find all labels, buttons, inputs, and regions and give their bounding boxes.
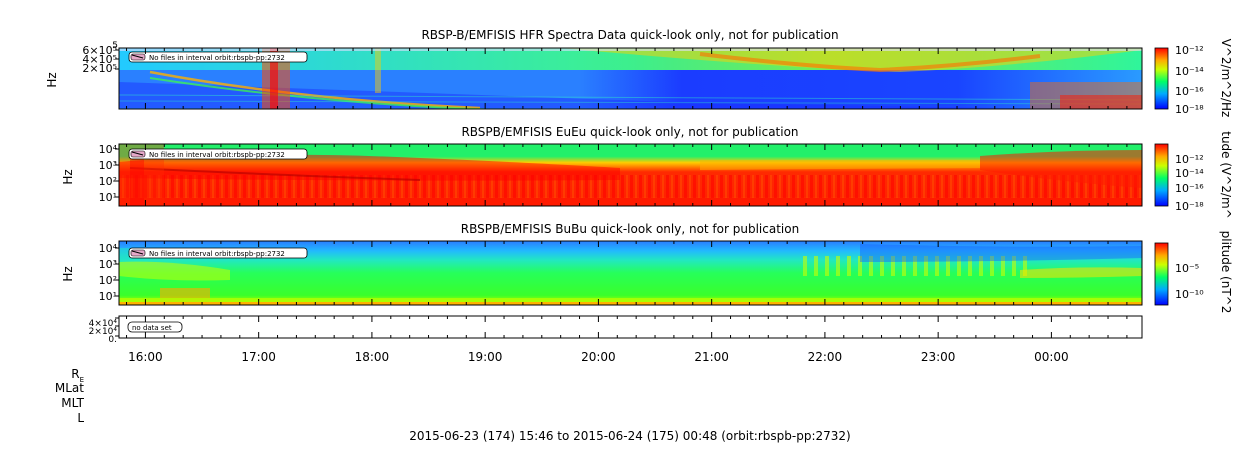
panel3-title: RBSPB/EMFISIS BuBu quick-look only, not … [461,222,799,236]
panel2-spectrogram [119,144,1142,206]
panel4-ytick-0: 4×10⁴ [89,319,118,329]
x-axis-ticks [126,48,1128,338]
panel3-ytick-3: 10¹ [99,290,117,303]
panel2-cbtick-3: 10⁻¹⁸ [1175,200,1204,213]
panel2-cbtick-1: 10⁻¹⁴ [1175,167,1204,180]
panel1-cblabel: V^2/m^2/Hz [1219,39,1233,118]
panel4-frame [118,315,1143,339]
panel3-cbtick-1: 10⁻¹⁰ [1175,288,1204,301]
panel2-colorbar: 10⁻¹² 10⁻¹⁴ 10⁻¹⁶ 10⁻¹⁸ tude (V^2/m^ [1154,131,1233,219]
panel1-notice-text: No files in interval orbit:rbspb-pp:2732 [149,54,285,62]
panel1-ytick-top: 5 [112,41,118,51]
panel4-ytick-2: 0. [108,335,117,345]
footer-time-range: 2015-06-23 (174) 15:46 to 2015-06-24 (17… [409,429,850,443]
panel1-ytick-1: 4×10⁵ [82,53,117,66]
ephem-mlat-label: MLat [55,381,84,395]
panel1-cbtick-1: 10⁻¹⁴ [1175,65,1204,78]
x-tick-label: 21:00 [694,350,729,364]
panel3-colorbar: 10⁻⁵ 10⁻¹⁰ plitude (nT^2 [1154,231,1233,314]
panel1-ylabel: Hz [45,72,59,87]
ephem-l-label: L [77,411,84,425]
panel1-cbtick-3: 10⁻¹⁸ [1175,103,1204,116]
panel4-notice: no data set [127,321,183,333]
ephemeris-labels: RE MLat MLT L [55,367,85,425]
panel2-cbtick-0: 10⁻¹² [1175,153,1204,166]
x-tick-label: 20:00 [581,350,616,364]
panel2-cblabel: tude (V^2/m^ [1219,131,1233,219]
panel2-ytick-3: 10¹ [99,191,117,204]
x-tick-label: 18:00 [355,350,390,364]
x-tick-label: 16:00 [128,350,163,364]
panel1-y-axis: 5 6×10⁵ 4×10⁵ 2×10⁵ Hz [45,41,119,88]
panel2-title: RBSPB/EMFISIS EuEu quick-look only, not … [461,125,798,139]
panel3-y-axis: 10⁴ 10³ 10² 10¹ Hz [61,242,119,303]
panel2-notice: No files in interval orbit:rbspb-pp:2732 [128,148,308,160]
ephem-mlt-label: MLT [61,396,84,410]
panel3-notice-text: No files in interval orbit:rbspb-pp:2732 [149,250,285,258]
panel3-notice: No files in interval orbit:rbspb-pp:2732 [128,247,308,259]
x-tick-label: 22:00 [808,350,843,364]
panel2-y-axis: 10⁴ 10³ 10² 10¹ Hz [61,143,119,204]
panel3-ylabel: Hz [61,266,75,281]
panel1-notice: No files in interval orbit:rbspb-pp:2732 [128,51,308,63]
panel3-cblabel: plitude (nT^2 [1219,231,1233,314]
panel1-title: RBSP-B/EMFISIS HFR Spectra Data quick-lo… [421,28,838,42]
panel1-colorbar: 10⁻¹² 10⁻¹⁴ 10⁻¹⁶ 10⁻¹⁸ V^2/m^2/Hz [1154,39,1233,118]
panel4-ytick-1: 2×10⁴ [89,327,118,337]
panel2-ytick-1: 10³ [99,159,117,172]
panel1-cbtick-2: 10⁻¹⁶ [1175,85,1204,98]
x-tick-label: 23:00 [921,350,956,364]
panel2-ylabel: Hz [61,169,75,184]
panel4-notice-text: no data set [132,324,172,332]
x-tick-label: 17:00 [241,350,276,364]
panel4-y-axis: 4×10⁴ 2×10⁴ 0. [89,317,119,345]
panel3-ytick-2: 10² [99,274,117,287]
x-tick-label: 19:00 [468,350,503,364]
panel3-cbtick-0: 10⁻⁵ [1175,262,1199,275]
panel2-ytick-0: 10⁴ [99,143,118,156]
panel2-ytick-2: 10² [99,175,117,188]
x-tick-label: 00:00 [1034,350,1069,364]
panel3-ytick-1: 10³ [99,258,117,271]
panel1-ytick-2: 2×10⁵ [82,62,117,75]
panel2-cbtick-2: 10⁻¹⁶ [1175,182,1204,195]
panel3-ytick-0: 10⁴ [99,242,118,255]
panel2-notice-text: No files in interval orbit:rbspb-pp:2732 [149,151,285,159]
x-axis-labels: 16:00 17:00 18:00 19:00 20:00 21:00 22:00 23:00… [128,350,1069,364]
panel1-cbtick-0: 10⁻¹² [1175,44,1204,57]
panel1-ytick-0: 6×10⁵ [82,44,117,57]
